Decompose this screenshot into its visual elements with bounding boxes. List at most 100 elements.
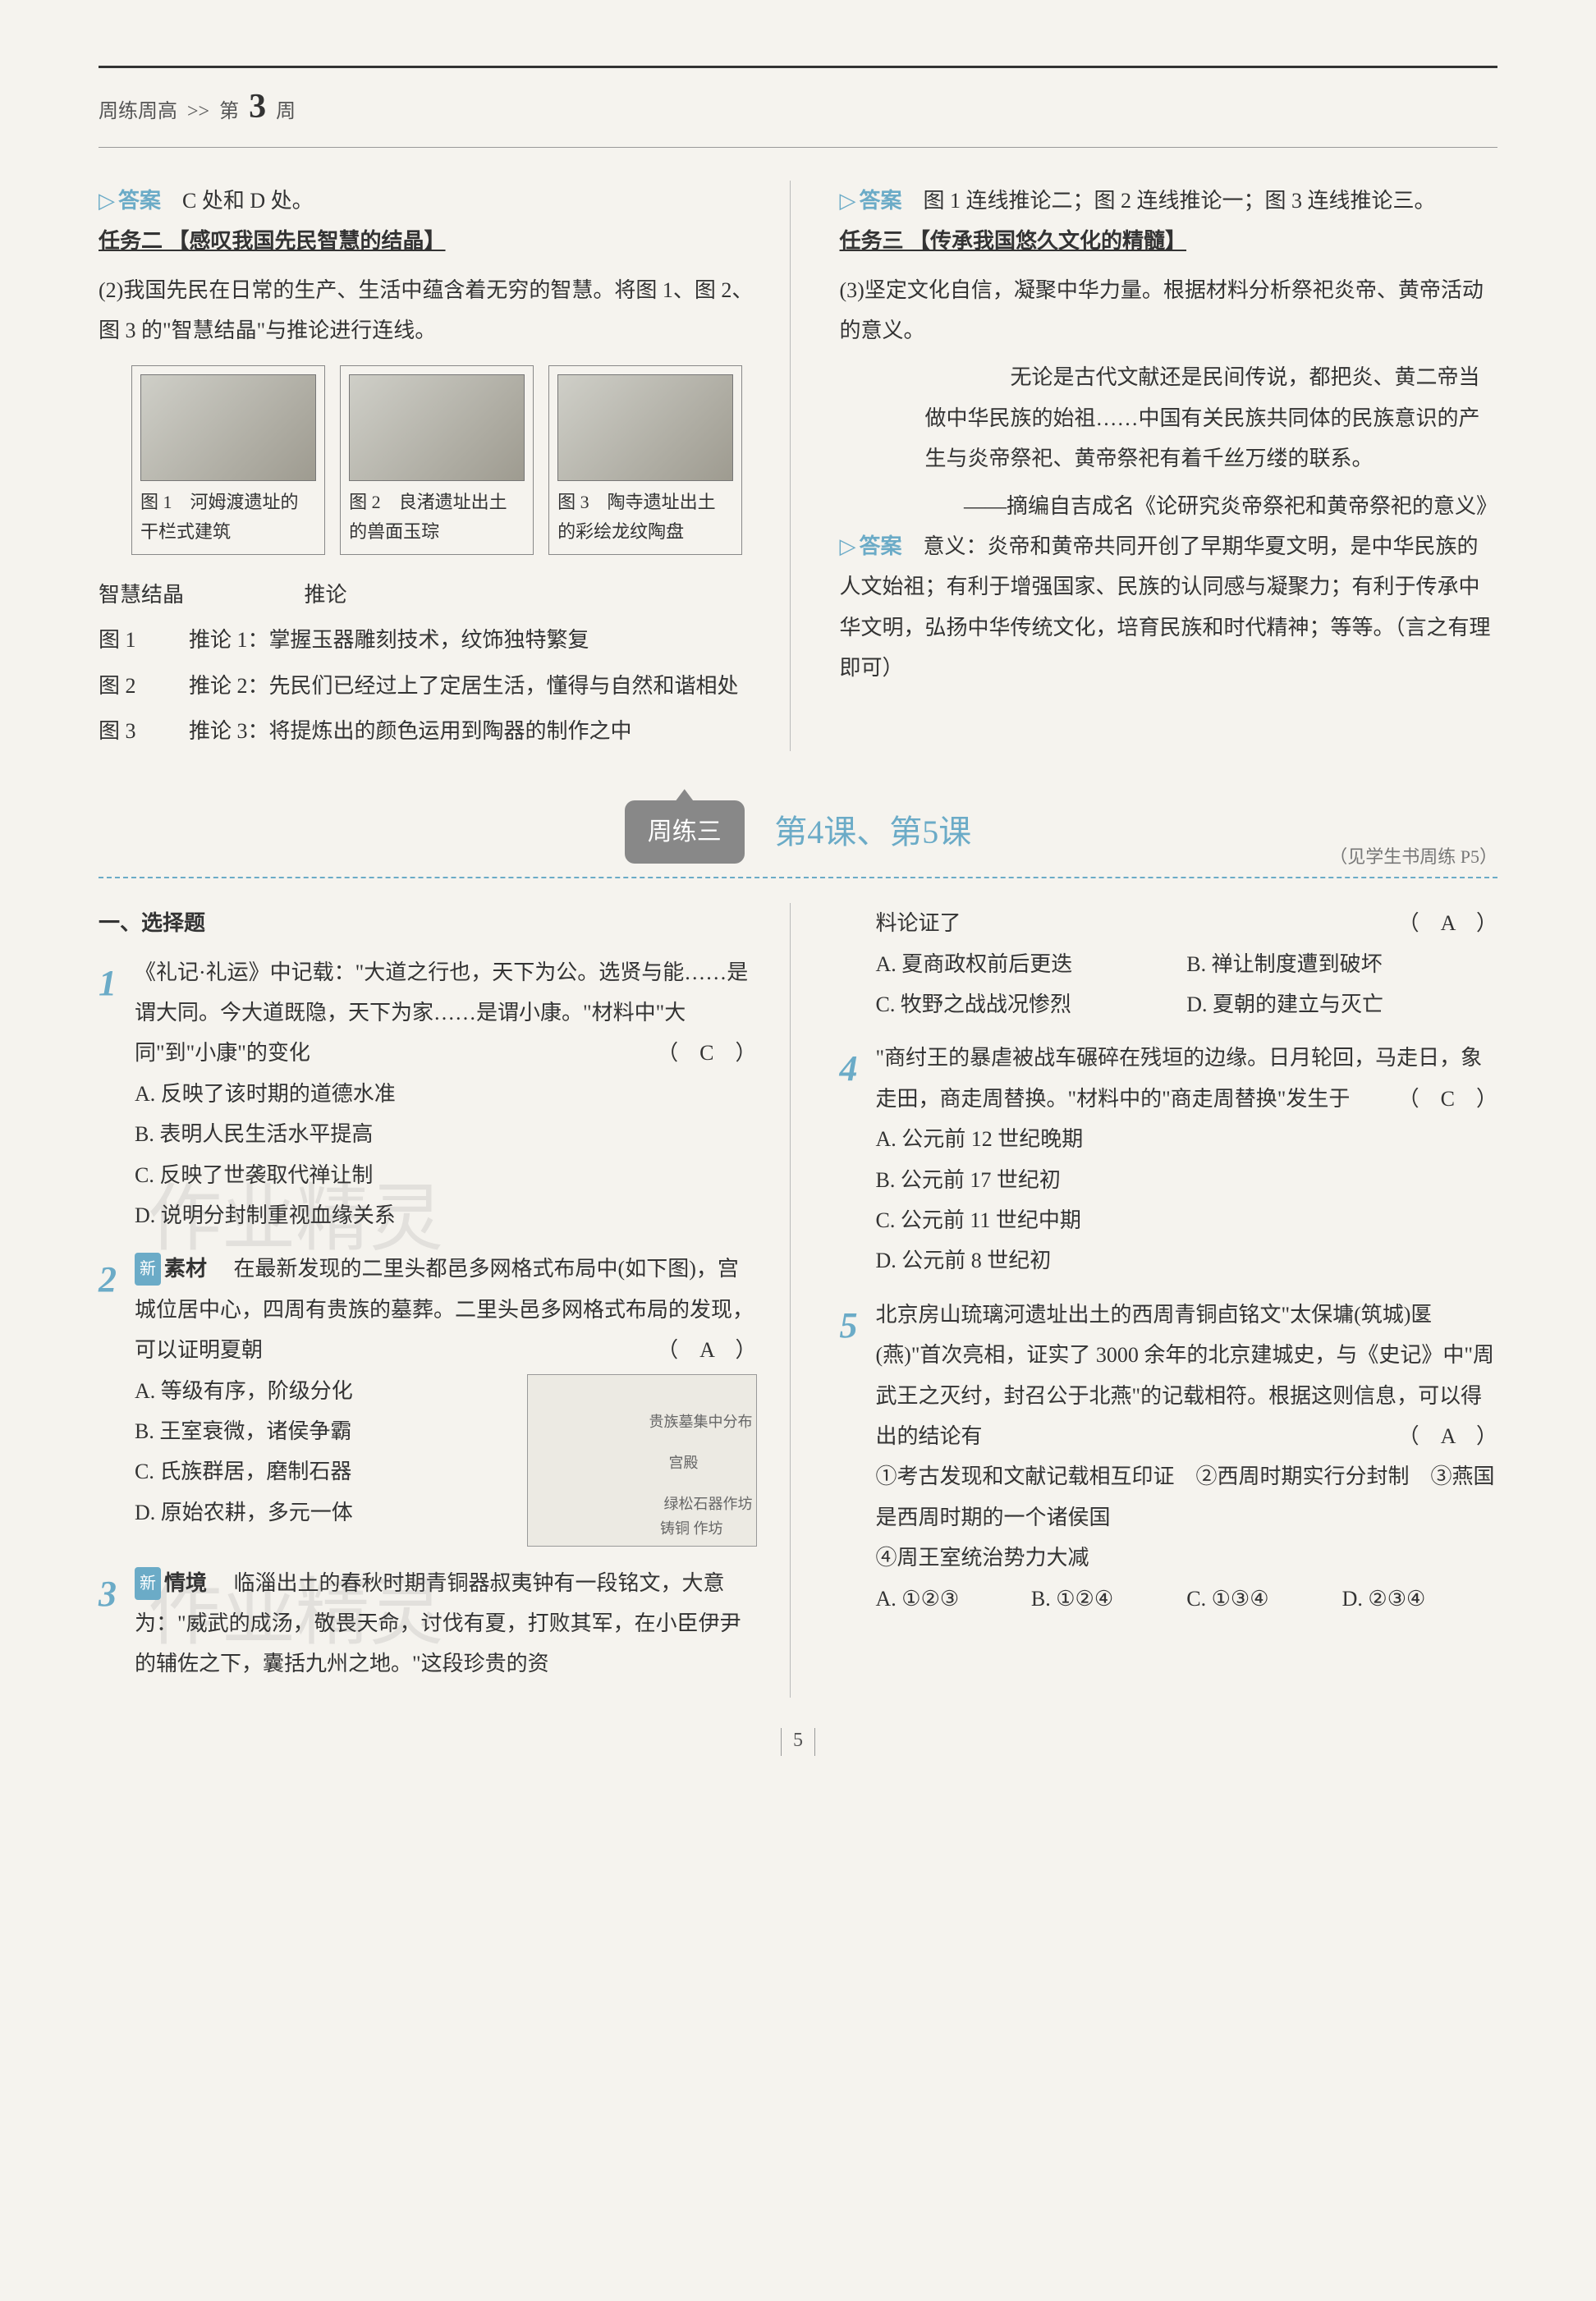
task2-title: 任务二 【感叹我国先民智慧的结晶】	[99, 221, 757, 261]
map-placeholder: 贵族墓集中分布 宫殿 绿松石器作坊 铸铜 作坊	[527, 1374, 757, 1547]
q1-answer: （ C ）	[657, 1033, 756, 1073]
q5-statements-2: ④周王室统治势力大减	[876, 1538, 1498, 1578]
figure-2-image	[349, 374, 525, 481]
header-suffix: 周	[276, 101, 296, 122]
page-number: 5	[99, 1722, 1497, 1760]
section-note: （见学生书周练 P5）	[1329, 840, 1497, 874]
q5-opt-d: D. ②③④	[1342, 1579, 1497, 1619]
q3-opt-c: C. 牧野之战战况惨烈	[876, 984, 1187, 1024]
q4-opt-a: A. 公元前 12 世纪晚期	[876, 1119, 1498, 1159]
q2-num: 2	[99, 1245, 131, 1314]
map-label-2: 宫殿	[669, 1449, 699, 1477]
header-series: 周练周高	[99, 101, 177, 122]
q4-options: A. 公元前 12 世纪晚期 B. 公元前 17 世纪初 C. 公元前 11 世…	[876, 1119, 1498, 1281]
part-head: 一、选择题	[99, 903, 757, 943]
wisdom-row-1: 图 1 推论 1：掌握玉器雕刻技术，纹饰独特繁复	[99, 620, 757, 660]
q5-opt-a: A. ①②③	[876, 1579, 1031, 1619]
q3-text: 临淄出土的春秋时期青铜器叔夷钟有一段铭文，大意为："威武的成汤，敬畏天命，讨伐有…	[135, 1571, 741, 1676]
section-divider: 周练三 第4课、第5课 （见学生书周练 P5）	[99, 800, 1497, 878]
wisdom-2-label: 图 2	[99, 666, 189, 706]
page-number-value: 5	[781, 1728, 815, 1756]
question-2: 2 新素材 在最新发现的二里头都邑多网格式布局中(如下图)，宫城位居中心，四周有…	[99, 1249, 757, 1549]
q3-answer: （ A ）	[1398, 903, 1497, 943]
triangle-icon: ▷	[840, 534, 856, 558]
dash-line	[99, 877, 1497, 878]
quote-text: 无论是古代文献还是民间传说，都把炎、黄二帝当做中华民族的始祖……中国有关民族共同…	[925, 357, 1498, 479]
answer-label: 答案	[860, 189, 902, 213]
q3-text: (3)坚定文化自信，凝聚中华力量。根据材料分析祭祀炎帝、黄帝活动的意义。	[840, 270, 1498, 351]
answer-label: 答案	[118, 189, 161, 213]
q5-statements-1: ①考古发现和文献记载相互印证 ②西周时期实行分封制 ③燕国是西周时期的一个诸侯国	[876, 1456, 1498, 1538]
q5-answer: （ A ）	[1398, 1416, 1497, 1456]
quote-attribution: ——摘编自吉成名《论研究炎帝祭祀和黄帝祭祀的意义》	[840, 486, 1498, 526]
header-prefix: 第	[219, 101, 239, 122]
bottom-right-column: 料论证了 （ A ） A. 夏商政权前后更迭 B. 禅让制度遭到破坏 C. 牧野…	[840, 903, 1498, 1697]
q3-num: 3	[99, 1560, 131, 1629]
q2-answer: （ A ）	[657, 1330, 756, 1370]
q4-opt-d: D. 公元前 8 世纪初	[876, 1240, 1498, 1281]
map-label-4: 铸铜 作坊	[660, 1515, 723, 1542]
question-5: 5 北京房山琉璃河遗址出土的西周青铜卣铭文"太保墉(筑城)匽(燕)"首次亮相，证…	[840, 1295, 1498, 1619]
q1-num: 1	[99, 949, 131, 1018]
bottom-left-column: 一、选择题 1 《礼记·礼运》中记载："大道之行也，天下为公。选贤与能……是谓大…	[99, 903, 791, 1697]
wisdom-2-text: 推论 2：先民们已经过上了定居生活，懂得与自然和谐相处	[189, 666, 757, 706]
q3-tagword: 情境	[164, 1571, 207, 1595]
question-3-cont: 料论证了 （ A ） A. 夏商政权前后更迭 B. 禅让制度遭到破坏 C. 牧野…	[840, 903, 1498, 1024]
q1-opt-a: A. 反映了该时期的道德水准	[135, 1074, 757, 1114]
wisdom-1-label: 图 1	[99, 620, 189, 660]
q1-options: A. 反映了该时期的道德水准 B. 表明人民生活水平提高 C. 反映了世袭取代禅…	[135, 1074, 757, 1236]
answer-text: C 处和 D 处。	[182, 189, 314, 213]
answer-label: 答案	[860, 534, 902, 558]
figure-1: 图 1 河姆渡遗址的干栏式建筑	[131, 365, 325, 554]
map-label-1: 贵族墓集中分布	[649, 1408, 753, 1436]
q3-opt-b: B. 禅让制度遭到破坏	[1186, 944, 1497, 984]
answer-text: 图 1 连线推论二；图 2 连线推论一；图 3 连线推论三。	[924, 189, 1436, 213]
bottom-section: 作业精灵 作业精灵 一、选择题 1 《礼记·礼运》中记载："大道之行也，天下为公…	[99, 903, 1497, 1697]
figure-2: 图 2 良渚遗址出土的兽面玉琮	[340, 365, 534, 554]
figure-row: 图 1 河姆渡遗址的干栏式建筑 图 2 良渚遗址出土的兽面玉琮 图 3 陶寺遗址…	[131, 365, 757, 554]
q5-num: 5	[840, 1291, 873, 1360]
q5-opt-c: C. ①③④	[1186, 1579, 1341, 1619]
figure-3-image	[557, 374, 733, 481]
triangle-icon: ▷	[840, 189, 856, 213]
top-section: ▷答案 C 处和 D 处。 任务二 【感叹我国先民智慧的结晶】 (2)我国先民在…	[99, 181, 1497, 752]
question-1: 1 《礼记·礼运》中记载："大道之行也，天下为公。选贤与能……是谓大同。今大道既…	[99, 952, 757, 1236]
wisdom-header-left: 智慧结晶	[99, 583, 184, 607]
wisdom-1-text: 推论 1：掌握玉器雕刻技术，纹饰独特繁复	[189, 620, 757, 660]
figure-3: 图 3 陶寺遗址出土的彩绘龙纹陶盘	[548, 365, 742, 554]
page-header: 周练周高 >> 第 3 周	[99, 66, 1497, 148]
top-left-column: ▷答案 C 处和 D 处。 任务二 【感叹我国先民智慧的结晶】 (2)我国先民在…	[99, 181, 791, 752]
q3-options: A. 夏商政权前后更迭 B. 禅让制度遭到破坏 C. 牧野之战战况惨烈 D. 夏…	[876, 944, 1498, 1025]
answer2-text: 意义：炎帝和黄帝共同开创了早期华夏文明，是中华民族的人文始祖；有利于增强国家、民…	[840, 534, 1491, 680]
new-tag: 新	[135, 1567, 161, 1600]
new-tag: 新	[135, 1253, 161, 1286]
section-tab: 周练三	[625, 800, 745, 864]
q5-options: A. ①②③ B. ①②④ C. ①③④ D. ②③④	[876, 1579, 1498, 1619]
q4-text: "商纣王的暴虐被战车碾碎在残垣的边缘。日月轮回，马走日，象走田，商走周替换。"材…	[876, 1046, 1483, 1110]
top-right-column: ▷答案 图 1 连线推论二；图 2 连线推论一；图 3 连线推论三。 任务三 【…	[840, 181, 1498, 752]
question-4: 4 "商纣王的暴虐被战车碾碎在残垣的边缘。日月轮回，马走日，象走田，商走周替换。…	[840, 1038, 1498, 1281]
q1-opt-b: B. 表明人民生活水平提高	[135, 1114, 757, 1154]
figure-1-image	[140, 374, 316, 481]
q4-opt-b: B. 公元前 17 世纪初	[876, 1160, 1498, 1200]
task3-title: 任务三 【传承我国悠久文化的精髓】	[840, 221, 1498, 261]
section-title: 第4课、第5课	[774, 814, 971, 850]
wisdom-3-text: 推论 3：将提炼出的颜色运用到陶器的制作之中	[189, 711, 757, 751]
q2-text: (2)我国先民在日常的生产、生活中蕴含着无穷的智慧。将图 1、图 2、图 3 的…	[99, 270, 757, 351]
wisdom-row-2: 图 2 推论 2：先民们已经过上了定居生活，懂得与自然和谐相处	[99, 666, 757, 706]
triangle-icon: ▷	[99, 189, 115, 213]
q3-opt-d: D. 夏朝的建立与灭亡	[1186, 984, 1497, 1024]
q5-opt-b: B. ①②④	[1031, 1579, 1186, 1619]
wisdom-row-3: 图 3 推论 3：将提炼出的颜色运用到陶器的制作之中	[99, 711, 757, 751]
figure-3-caption: 图 3 陶寺遗址出土的彩绘龙纹陶盘	[557, 488, 733, 545]
q1-opt-d: D. 说明分封制重视血缘关系	[135, 1195, 757, 1235]
q4-answer: （ C ）	[1398, 1079, 1497, 1119]
q1-opt-c: C. 反映了世袭取代禅让制	[135, 1155, 757, 1195]
wisdom-header: 智慧结晶 推论	[99, 575, 757, 615]
q3-opt-a: A. 夏商政权前后更迭	[876, 944, 1187, 984]
wisdom-header-right: 推论	[305, 583, 347, 607]
q2-tagword: 素材	[164, 1257, 207, 1281]
question-3: 3 新情境 临淄出土的春秋时期青铜器叔夷钟有一段铭文，大意为："威武的成汤，敬畏…	[99, 1563, 757, 1684]
wisdom-3-label: 图 3	[99, 711, 189, 751]
q3-tail: 料论证了	[876, 911, 961, 935]
